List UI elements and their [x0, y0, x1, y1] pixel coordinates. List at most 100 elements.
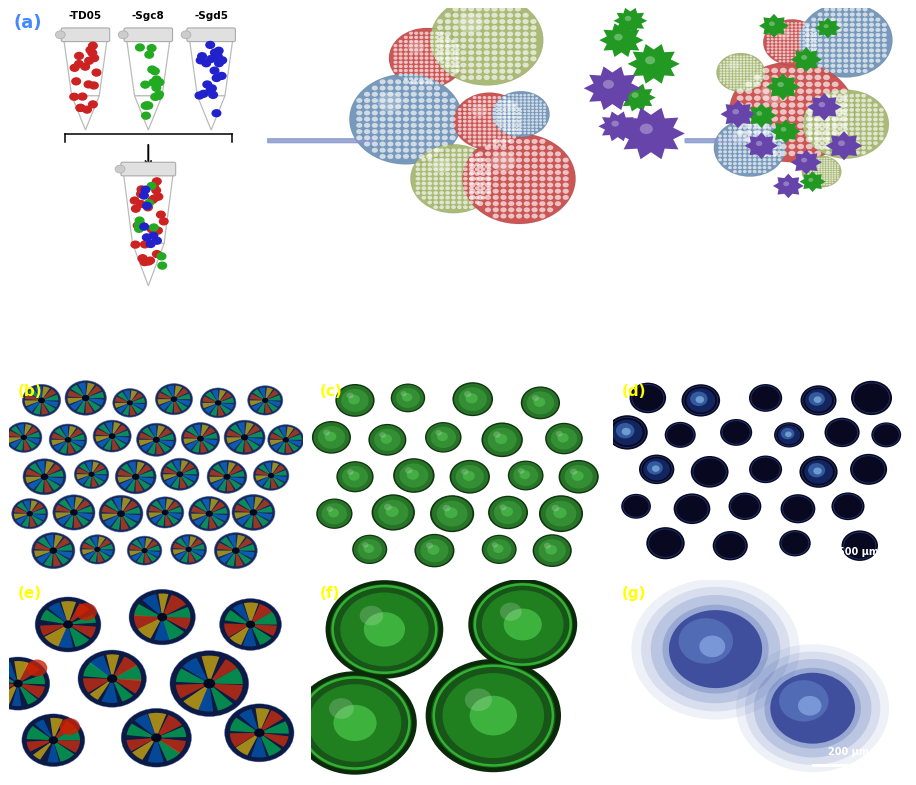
Circle shape — [530, 57, 537, 61]
Polygon shape — [158, 399, 174, 405]
Circle shape — [531, 139, 538, 144]
Circle shape — [508, 152, 515, 156]
Circle shape — [452, 167, 456, 171]
Circle shape — [863, 33, 867, 37]
Circle shape — [493, 111, 496, 115]
Circle shape — [807, 166, 809, 168]
Circle shape — [433, 177, 438, 181]
Circle shape — [477, 152, 484, 156]
Circle shape — [850, 23, 855, 27]
Circle shape — [398, 60, 403, 64]
Circle shape — [482, 422, 523, 457]
Circle shape — [511, 94, 515, 97]
Circle shape — [141, 186, 150, 193]
Circle shape — [733, 85, 736, 87]
Circle shape — [516, 164, 522, 169]
Circle shape — [336, 461, 374, 492]
Circle shape — [768, 138, 771, 141]
Circle shape — [434, 86, 441, 90]
Polygon shape — [235, 437, 245, 452]
Circle shape — [543, 104, 546, 106]
Circle shape — [430, 40, 434, 43]
Circle shape — [519, 129, 522, 131]
Polygon shape — [37, 461, 45, 476]
Circle shape — [507, 31, 513, 36]
Circle shape — [753, 150, 757, 153]
Circle shape — [481, 186, 485, 190]
Polygon shape — [184, 432, 201, 439]
Circle shape — [779, 53, 781, 57]
Circle shape — [867, 141, 872, 145]
Circle shape — [787, 44, 790, 47]
Circle shape — [778, 134, 781, 137]
Circle shape — [826, 169, 828, 170]
Circle shape — [40, 473, 49, 480]
Circle shape — [547, 188, 553, 194]
Circle shape — [404, 36, 408, 39]
Circle shape — [453, 69, 459, 74]
Polygon shape — [132, 738, 157, 760]
Circle shape — [718, 146, 722, 149]
Circle shape — [414, 69, 419, 72]
Circle shape — [837, 175, 839, 177]
Circle shape — [81, 64, 90, 70]
Circle shape — [824, 418, 859, 447]
Circle shape — [475, 50, 482, 55]
Circle shape — [460, 69, 466, 74]
Polygon shape — [78, 383, 86, 398]
Circle shape — [469, 162, 474, 166]
Circle shape — [739, 69, 742, 71]
Circle shape — [842, 531, 878, 561]
Circle shape — [511, 126, 515, 128]
Circle shape — [475, 75, 482, 80]
Circle shape — [508, 177, 515, 181]
Circle shape — [468, 0, 474, 5]
Circle shape — [516, 97, 518, 100]
Circle shape — [442, 98, 448, 103]
Polygon shape — [157, 727, 186, 738]
Circle shape — [516, 119, 518, 122]
Circle shape — [834, 180, 836, 181]
Circle shape — [523, 97, 527, 100]
Circle shape — [433, 167, 438, 171]
Circle shape — [497, 108, 501, 111]
Circle shape — [477, 195, 484, 200]
Circle shape — [424, 69, 429, 72]
Circle shape — [481, 181, 485, 185]
Circle shape — [483, 536, 516, 563]
Circle shape — [435, 60, 439, 64]
Circle shape — [798, 53, 802, 57]
Circle shape — [728, 492, 761, 520]
Circle shape — [507, 94, 510, 97]
Circle shape — [387, 129, 394, 134]
Circle shape — [823, 173, 825, 174]
Circle shape — [195, 92, 203, 99]
Circle shape — [869, 43, 874, 47]
Circle shape — [500, 207, 507, 212]
Circle shape — [522, 388, 559, 418]
Circle shape — [379, 433, 386, 438]
Circle shape — [468, 69, 474, 74]
Circle shape — [807, 170, 809, 173]
Circle shape — [810, 44, 813, 47]
Circle shape — [410, 141, 417, 147]
Circle shape — [207, 56, 215, 63]
Circle shape — [424, 40, 429, 43]
Circle shape — [500, 158, 507, 162]
Circle shape — [202, 60, 211, 67]
Circle shape — [403, 104, 409, 109]
Circle shape — [729, 69, 732, 71]
Circle shape — [431, 426, 456, 448]
Circle shape — [419, 129, 425, 134]
Circle shape — [723, 130, 727, 133]
Circle shape — [873, 113, 878, 117]
Circle shape — [414, 36, 419, 39]
Circle shape — [739, 66, 742, 68]
Circle shape — [322, 503, 347, 524]
Circle shape — [861, 99, 866, 102]
Circle shape — [379, 123, 386, 128]
Circle shape — [810, 181, 812, 183]
Circle shape — [844, 43, 848, 47]
Circle shape — [531, 207, 538, 212]
Circle shape — [815, 160, 817, 162]
